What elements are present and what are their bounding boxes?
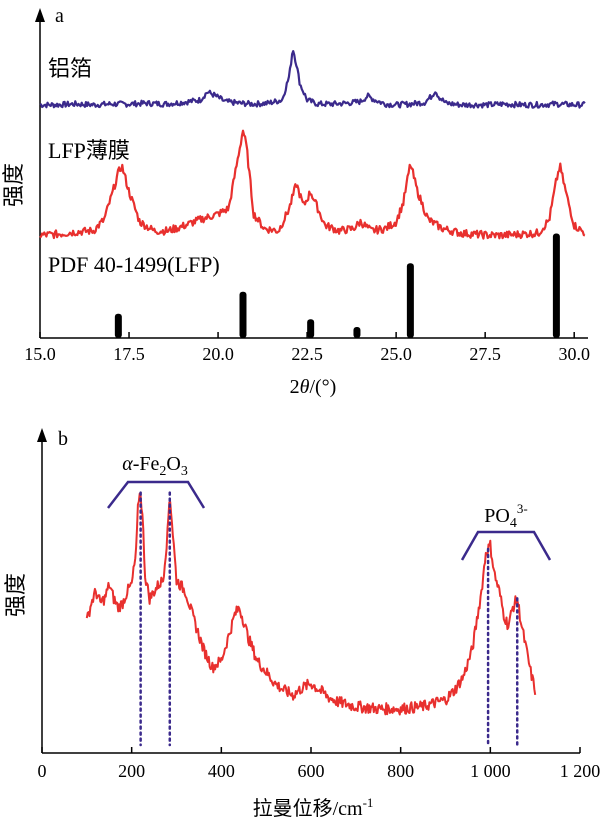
x-tick-label-a: 27.5 [469, 344, 501, 364]
x-tick-label-b: 1 000 [470, 761, 511, 781]
x-axis-label-b: 拉曼位移/cm-1 [253, 795, 374, 820]
x-tick-label-b: 200 [118, 761, 145, 781]
x-tick-label-b: 400 [208, 761, 235, 781]
x-ticks-a: 15.0 17.5 20.0 22.5 25.0 27.5 30.0 [24, 332, 590, 364]
y-axis-arrow-a [35, 8, 45, 22]
reference-label: PDF 40-1499(LFP) [48, 252, 220, 277]
x-tick-label-a: 22.5 [291, 344, 323, 364]
y-axis-label-b: 强度 [3, 573, 28, 617]
panel-b: b 强度 0 200 400 600 800 1 000 1 200 拉曼位移/cm-1 α… [3, 428, 600, 820]
x-tick-label-a: 17.5 [113, 344, 145, 364]
x-tick-label-b: 0 [38, 761, 47, 781]
panel-label-b: b [58, 428, 68, 450]
series-line-aluminum-foil [39, 50, 586, 109]
series-line-raman [85, 492, 537, 716]
series-label-aluminum-foil: 铝箔 [48, 56, 92, 81]
reference-bar [114, 313, 122, 338]
panel-label-a: a [55, 5, 64, 27]
y-axis-arrow-b [37, 428, 47, 442]
x-tick-label-b: 800 [387, 761, 414, 781]
x-tick-label-a: 15.0 [24, 344, 56, 364]
x-tick-label-b: 600 [298, 761, 325, 781]
reference-bars [114, 233, 560, 338]
reference-bar [406, 263, 414, 338]
x-tick-label-a: 25.0 [380, 344, 412, 364]
reference-bar [239, 291, 247, 338]
x-tick-label-b: 1 200 [560, 761, 600, 781]
x-tick-label-a: 30.0 [558, 344, 590, 364]
panel-a: a 强度 15.0 17.5 20.0 22.5 25.0 27.5 30.0 2θ/(°)… [1, 5, 590, 398]
reference-bar [307, 319, 315, 338]
bracket-po4 [460, 530, 552, 561]
bracket-fe2o3 [107, 480, 206, 509]
x-ticks-b: 0 200 400 600 800 1 000 1 200 [38, 747, 600, 781]
reference-bar [552, 233, 560, 338]
group-label-fe2o3: α-Fe2O3 [122, 453, 188, 479]
x-tick-label-a: 20.0 [202, 344, 234, 364]
group-label-po4: PO43- [484, 501, 527, 531]
y-axis-label-a: 强度 [1, 163, 26, 207]
reference-bar [353, 327, 361, 338]
series-label-lfp-film: LFP薄膜 [48, 138, 130, 163]
peak-marker-lines [139, 491, 519, 747]
series-line-lfp-film [39, 129, 586, 240]
x-axis-label-a: 2θ/(°) [290, 376, 337, 398]
